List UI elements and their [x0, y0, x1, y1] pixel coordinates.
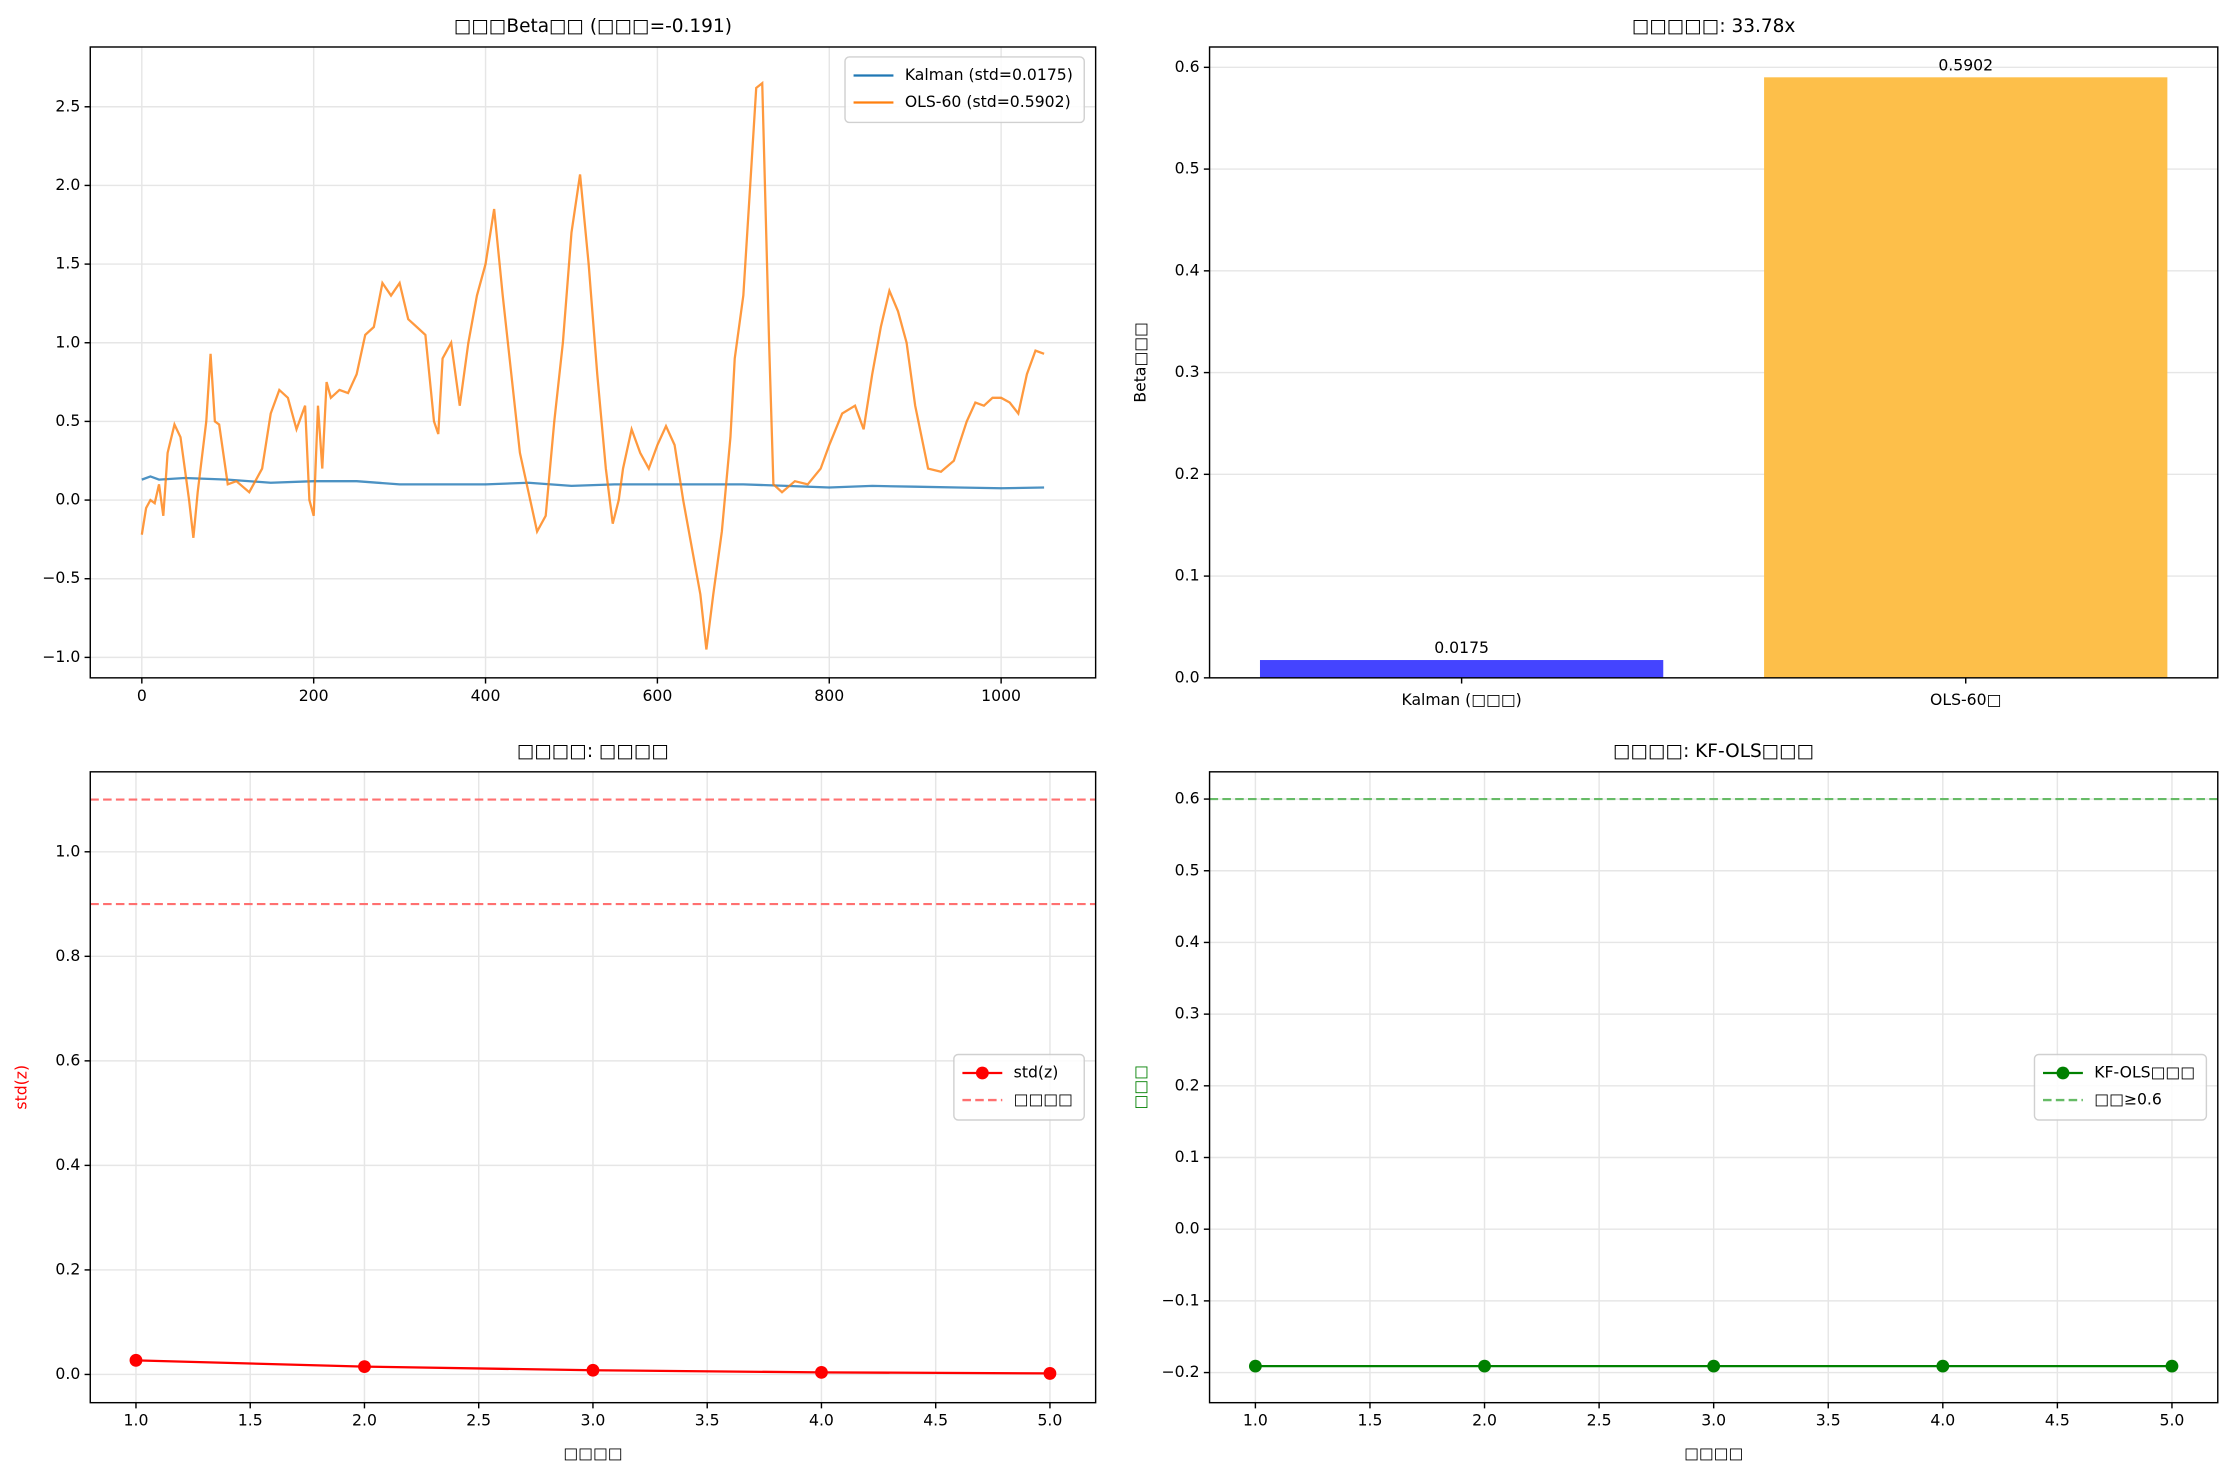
chart-title: □□□□□: 33.78x [1632, 16, 1795, 37]
x-axis-label: □□□□ [563, 1443, 622, 1462]
legend-label: std(z) [1014, 1063, 1059, 1082]
legend-box [844, 56, 1085, 124]
x-tick-label: 200 [299, 686, 329, 705]
legend: KF-OLS□□□ □□≥0.6 [2033, 1053, 2208, 1121]
marker [1043, 1367, 1057, 1380]
x-tick-label: 2.5 [1587, 1411, 1612, 1430]
legend-label: KF-OLS□□□ [2094, 1063, 2195, 1082]
x-tick-label: 3.5 [695, 1411, 720, 1430]
value-label: 0.0175 [1434, 638, 1489, 657]
y-tick-label: 0.0 [1175, 1219, 1200, 1238]
marker [815, 1365, 828, 1379]
y-tick-label: 0.4 [55, 1155, 80, 1174]
legend: Kalman (std=0.0175) OLS-60 (std=0.5902) [844, 56, 1085, 124]
y-tick-label: 0.5 [1175, 860, 1200, 879]
y-tick-label: −0.2 [1162, 1362, 1200, 1381]
y-tick-label: 1.0 [55, 332, 80, 351]
bar [1259, 660, 1664, 678]
axes-frame [1208, 771, 2219, 1404]
x-tick-label: 3.5 [1816, 1411, 1841, 1430]
y-tick-label: 2.5 [55, 96, 80, 115]
x-tick-label: Kalman (□□□) [1401, 690, 1521, 709]
x-tick-label: 4.5 [923, 1411, 948, 1430]
y-tick-label: 0.6 [1175, 789, 1200, 808]
x-tick-label: 1.5 [1358, 1411, 1383, 1430]
x-tick-label: 2.0 [1472, 1411, 1497, 1430]
legend-marker [2056, 1066, 2070, 1080]
x-tick-label: 5.0 [1037, 1411, 1062, 1430]
marker [1248, 1359, 1262, 1373]
value-label: 0.5902 [1938, 55, 1993, 74]
y-tick-label: 0.6 [55, 1050, 80, 1069]
marker [1936, 1359, 1950, 1373]
marker [1707, 1359, 1721, 1373]
y-axis-label: □□□ [1131, 1065, 1150, 1109]
x-tick-label: 0 [137, 686, 147, 705]
y-tick-label: −0.1 [1162, 1290, 1200, 1309]
x-tick-label: 1.0 [1243, 1411, 1268, 1430]
x-axis-label: □□□□ [1684, 1443, 1743, 1462]
legend-label: OLS-60 (std=0.5902) [905, 92, 1071, 111]
y-tick-label: 0.8 [55, 946, 80, 965]
x-tick-label: 1.0 [124, 1411, 149, 1430]
y-tick-label: 0.4 [1175, 260, 1200, 279]
y-tick-label: 0.0 [1175, 667, 1200, 686]
x-tick-label: 800 [814, 686, 844, 705]
y-tick-label: 0.1 [1175, 1147, 1200, 1166]
x-tick-label: 1000 [981, 686, 1021, 705]
marker [129, 1353, 143, 1367]
axes-frame [1208, 46, 2219, 679]
y-tick-label: 0.2 [1175, 464, 1200, 483]
y-tick-label: 0.1 [1175, 566, 1200, 585]
legend-label: Kalman (std=0.0175) [905, 65, 1073, 84]
y-tick-label: 0.4 [1175, 932, 1200, 951]
y-tick-label: 0.2 [1175, 1075, 1200, 1094]
marker [1478, 1359, 1491, 1373]
y-tick-label: 0.5 [1175, 159, 1200, 178]
marker [2165, 1359, 2179, 1373]
y-tick-label: 0.6 [1175, 57, 1200, 76]
y-axis-label: Beta□□□ [1131, 322, 1150, 402]
x-tick-label: OLS-60□ [1930, 690, 2001, 709]
x-tick-label: 2.0 [352, 1411, 377, 1430]
legend-label: □□□□ [1014, 1090, 1073, 1109]
x-tick-label: 4.0 [809, 1411, 834, 1430]
y-tick-label: 0.3 [1175, 362, 1200, 381]
y-tick-label: 1.5 [55, 254, 80, 273]
legend-marker [975, 1066, 989, 1080]
x-tick-label: 4.0 [1930, 1411, 1955, 1430]
y-tick-label: 0.0 [55, 1364, 80, 1383]
y-tick-label: 1.0 [55, 841, 80, 860]
axes-frame [89, 46, 1097, 679]
legend-box [2033, 1053, 2208, 1121]
y-tick-label: 0.5 [55, 411, 80, 430]
marker [358, 1360, 371, 1374]
x-tick-label: 4.5 [2045, 1411, 2070, 1430]
x-tick-label: 400 [471, 686, 501, 705]
bar [1764, 77, 2168, 678]
y-tick-label: −0.5 [42, 568, 80, 587]
legend: std(z) □□□□ [953, 1053, 1085, 1121]
y-axis-label: std(z) [11, 1065, 30, 1110]
series-line [140, 80, 1045, 650]
y-tick-label: −1.0 [42, 647, 80, 666]
y-tick-label: 2.0 [55, 175, 80, 194]
x-tick-label: 5.0 [2160, 1411, 2185, 1430]
chart-title: □□□□: □□□□ [517, 741, 669, 762]
y-tick-label: 0.3 [1175, 1004, 1200, 1023]
marker [586, 1363, 600, 1377]
x-tick-label: 1.5 [238, 1411, 263, 1430]
legend-label: □□≥0.6 [2094, 1090, 2162, 1109]
series-line [141, 475, 1045, 490]
axes-frame [89, 771, 1097, 1404]
x-tick-label: 2.5 [466, 1411, 491, 1430]
x-tick-label: 600 [642, 686, 672, 705]
x-tick-label: 3.0 [581, 1411, 606, 1430]
chart-title: □□□Beta□□ (□□□=-0.191) [454, 16, 732, 37]
chart-title: □□□□: KF-OLS□□□ [1613, 741, 1814, 762]
y-tick-label: 0.2 [55, 1259, 80, 1278]
y-tick-label: 0.0 [55, 490, 80, 509]
x-tick-label: 3.0 [1701, 1411, 1726, 1430]
